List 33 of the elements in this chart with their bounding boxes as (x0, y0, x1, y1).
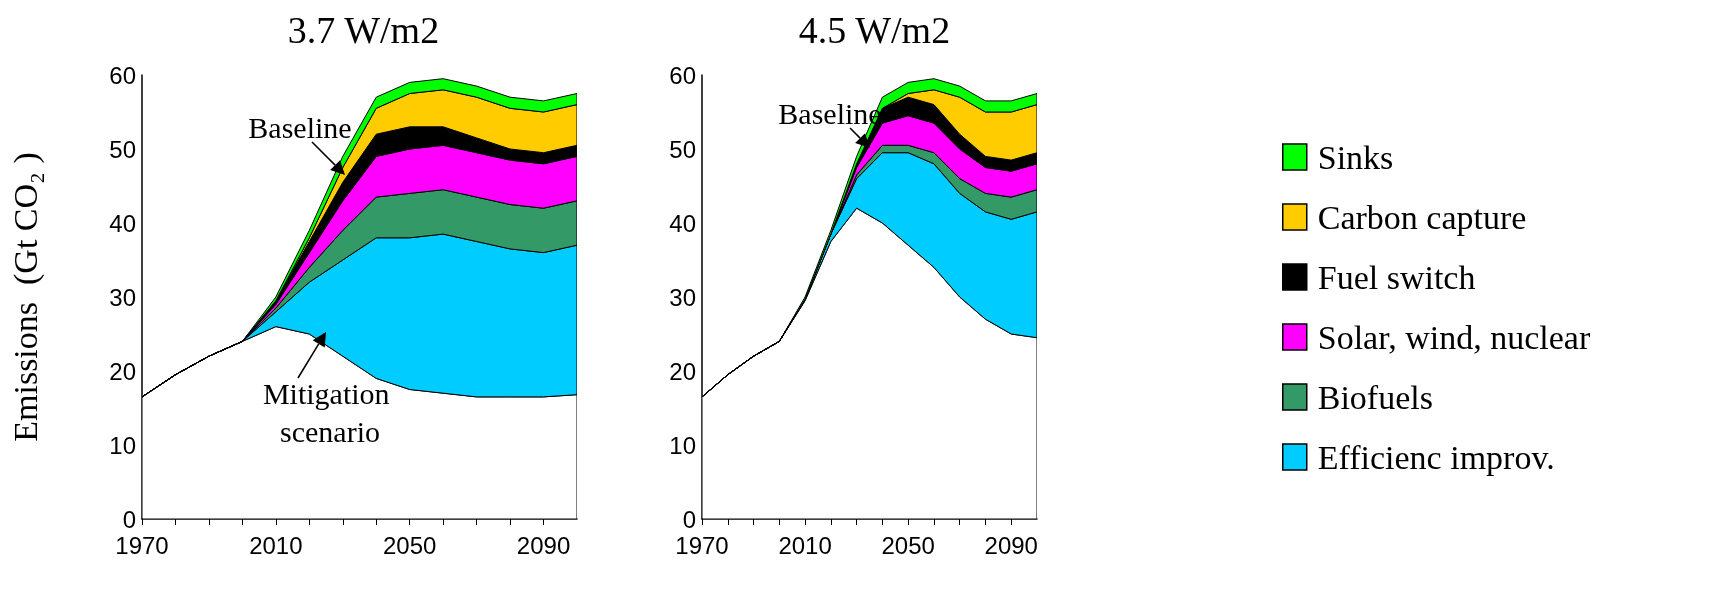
y-tick-label: 0 (122, 505, 136, 533)
y-tick-label: 60 (109, 61, 136, 89)
annotation: Mitigation scenario (262, 376, 398, 448)
y-tick-label: 60 (669, 61, 696, 89)
y-tick-label: 10 (109, 431, 136, 459)
x-tick-label: 2090 (984, 531, 1038, 559)
y-tick-label: 50 (669, 135, 696, 163)
x-tick-label: 2050 (881, 531, 935, 559)
x-tick-label: 2050 (383, 531, 437, 559)
legend-label: Sinks (1317, 138, 1394, 176)
y-tick-label: 30 (109, 283, 136, 311)
legend-label: Carbon capture (1317, 198, 1527, 236)
y-tick-label: 50 (109, 135, 136, 163)
chart-title: 4.5 W/m2 (798, 9, 951, 51)
legend-label: Solar, wind, nuclear (1317, 318, 1591, 356)
y-axis-title: Emissions (Gt CO₂ ) (6, 152, 45, 442)
y-tick-label: 40 (669, 209, 696, 237)
x-tick-label: 2090 (516, 531, 571, 559)
y-tick-label: 40 (109, 209, 136, 237)
x-tick-label: 2010 (778, 531, 832, 559)
legend-label: Fuel switch (1317, 258, 1476, 296)
y-tick-label: 10 (669, 431, 696, 459)
chart-title: 3.7 W/m2 (287, 9, 440, 51)
x-tick-label: 1970 (675, 531, 729, 559)
y-tick-label: 20 (109, 357, 136, 385)
y-tick-label: 20 (669, 357, 696, 385)
annotation: Baseline (248, 110, 352, 144)
y-tick-label: 30 (669, 283, 696, 311)
x-tick-label: 1970 (115, 531, 169, 559)
legend-label: Efficienc improv. (1317, 438, 1555, 476)
y-tick-label: 0 (682, 505, 696, 533)
x-tick-label: 2010 (249, 531, 303, 559)
legend-label: Biofuels (1317, 378, 1433, 416)
